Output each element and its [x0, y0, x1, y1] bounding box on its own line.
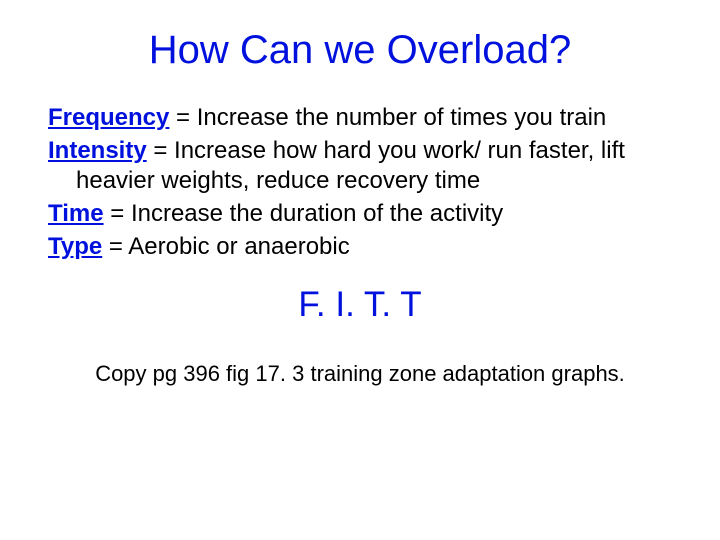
term-type: Type [48, 233, 102, 260]
definitions-block: Frequency = Increase the number of times… [38, 103, 682, 263]
definition-line: Intensity = Increase how hard you work/ … [48, 136, 672, 197]
definition-line: Frequency = Increase the number of times… [48, 103, 672, 134]
definition-type: = Aerobic or anaerobic [102, 233, 350, 260]
term-frequency: Frequency [48, 104, 169, 131]
term-intensity: Intensity [48, 137, 147, 164]
definition-intensity: = Increase how hard you work/ run faster… [76, 137, 625, 195]
definition-time: = Increase the duration of the activity [104, 200, 504, 227]
definition-frequency: = Increase the number of times you train [169, 104, 606, 131]
footnote: Copy pg 396 fig 17. 3 training zone adap… [38, 361, 682, 387]
definition-line: Type = Aerobic or anaerobic [48, 232, 672, 263]
definition-line: Time = Increase the duration of the acti… [48, 199, 672, 230]
acronym-fitt: F. I. T. T [38, 285, 682, 325]
term-time: Time [48, 200, 104, 227]
slide-title: How Can we Overload? [38, 28, 682, 73]
